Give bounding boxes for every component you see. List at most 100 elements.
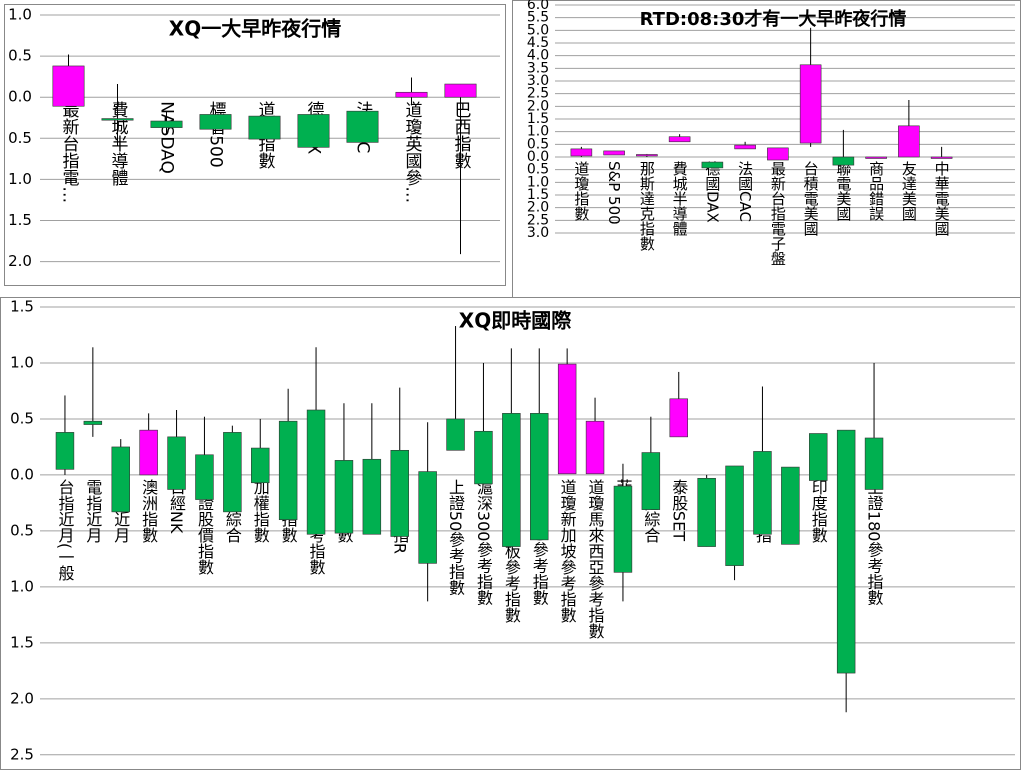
candle-body: [223, 432, 242, 513]
candle-body: [306, 409, 326, 535]
candle-body: [832, 156, 855, 166]
x-tick-label: 上證180參考指數: [865, 479, 884, 606]
y-tick-label: 1.5: [527, 187, 549, 203]
x-tick-label: 中華電美國: [933, 161, 951, 236]
x-tick-label: S&P 500: [605, 161, 623, 225]
candle-body: [557, 363, 577, 475]
candle-body: [930, 156, 953, 159]
y-tick-label: 0.0: [10, 465, 34, 483]
x-tick-label: 加權指數: [251, 479, 270, 543]
y-tick-label: 3.5: [527, 60, 549, 76]
candle-body: [248, 115, 281, 140]
candle-body: [809, 433, 828, 481]
y-tick-label: 2.5: [527, 86, 549, 102]
candle-body: [603, 150, 625, 156]
candle-body: [444, 83, 477, 98]
candle-body: [346, 110, 379, 143]
candle-body: [864, 437, 884, 490]
candle-body: [251, 447, 270, 484]
x-tick-label: 道瓊馬來西亞參考指數: [586, 479, 605, 639]
x-tick-label: 上證50參考指數: [446, 479, 465, 595]
candle-body: [570, 148, 593, 157]
x-tick-label: 最新台指電子盤: [769, 161, 787, 266]
y-tick-label: 2.5: [10, 745, 34, 763]
chart-title: XQ即時國際: [459, 309, 572, 333]
y-tick-label: 0.5: [8, 129, 32, 147]
candle-body: [167, 436, 186, 490]
y-tick-label: 4.0: [527, 48, 549, 64]
candle-body: [101, 118, 134, 121]
candle-body: [199, 114, 232, 130]
candle-body: [753, 451, 772, 535]
candle-body: [836, 429, 856, 674]
y-tick-label: 1.0: [527, 124, 549, 140]
candle-body: [865, 156, 887, 159]
candle-body: [55, 432, 75, 470]
y-tick-label: 5.0: [527, 22, 549, 38]
y-tick-label: 0.0: [8, 88, 32, 106]
y-tick-label: 1.0: [8, 170, 32, 188]
y-tick-label: 1.5: [8, 211, 32, 229]
x-tick-label: 台指近月(一般: [55, 479, 74, 582]
y-tick-label: 3.0: [527, 225, 549, 241]
y-tick-label: 0.5: [527, 136, 549, 152]
candle-body: [701, 161, 724, 169]
candle-body: [767, 147, 789, 161]
x-tick-label: 東證股價指數: [195, 479, 214, 575]
candle-body: [799, 64, 822, 144]
y-tick-label: 2.0: [10, 689, 34, 707]
candle-body: [474, 430, 493, 485]
candle-body: [195, 454, 214, 500]
y-tick-label: 2.0: [527, 98, 549, 114]
candle-body: [898, 125, 920, 158]
candle-body: [83, 420, 103, 425]
candle-body: [362, 458, 382, 535]
y-tick-label: 0.5: [8, 47, 32, 65]
x-tick-label: 道瓊英國參…: [402, 101, 423, 203]
candle-body: [502, 413, 521, 547]
x-tick-label: 台積電美國: [802, 161, 820, 236]
x-tick-label: NASDAQ: [157, 101, 177, 174]
candle-body: [641, 452, 661, 510]
x-tick-label: 聯電美國: [834, 161, 852, 221]
candle-body: [111, 446, 130, 513]
x-tick-label: 道瓊指數: [572, 161, 590, 221]
candle-body: [613, 485, 633, 573]
y-tick-label: 1.5: [10, 633, 34, 651]
y-tick-label: 1.0: [527, 174, 549, 190]
candle-body: [139, 429, 158, 476]
y-tick-label: 1.0: [10, 577, 34, 595]
x-tick-label: 法國CAC: [736, 161, 754, 222]
candle-body: [669, 398, 688, 438]
candle-body: [334, 460, 354, 534]
x-tick-label: 最新台指電…: [59, 101, 80, 203]
y-tick-label: 4.5: [527, 35, 549, 51]
candle-body: [395, 91, 428, 98]
y-tick-label: 1.5: [527, 111, 549, 127]
y-tick-label: 6.0: [527, 0, 549, 13]
x-tick-label: 泰股SET: [669, 479, 688, 541]
x-tick-label: 滬深300參考指數: [474, 479, 493, 606]
x-tick-label: 友達美國: [900, 161, 918, 221]
candle-body: [418, 471, 437, 564]
candle-body: [52, 65, 85, 107]
x-tick-label: 電指近月: [83, 479, 102, 544]
x-tick-label: 那斯達克指數: [638, 161, 656, 251]
candle-body: [585, 420, 605, 475]
candle-body: [150, 120, 183, 128]
x-tick-label: 日經NK: [167, 479, 186, 534]
y-tick-label: 1.0: [8, 6, 32, 24]
y-tick-label: 0.5: [10, 409, 34, 427]
chart-title: RTD:08:30才有一大早昨夜行情: [640, 8, 907, 30]
candle-body: [697, 477, 716, 547]
chart-title: XQ一大早昨夜行情: [169, 17, 341, 41]
candle-body: [297, 114, 330, 148]
y-tick-label: 3.0: [527, 73, 549, 89]
x-tick-label: 道瓊新加坡參考指數: [558, 479, 577, 623]
y-tick-label: 2.5: [527, 212, 549, 228]
candle-body: [725, 465, 744, 566]
y-tick-label: 2.0: [8, 252, 32, 270]
y-tick-label: 0.5: [10, 521, 34, 539]
